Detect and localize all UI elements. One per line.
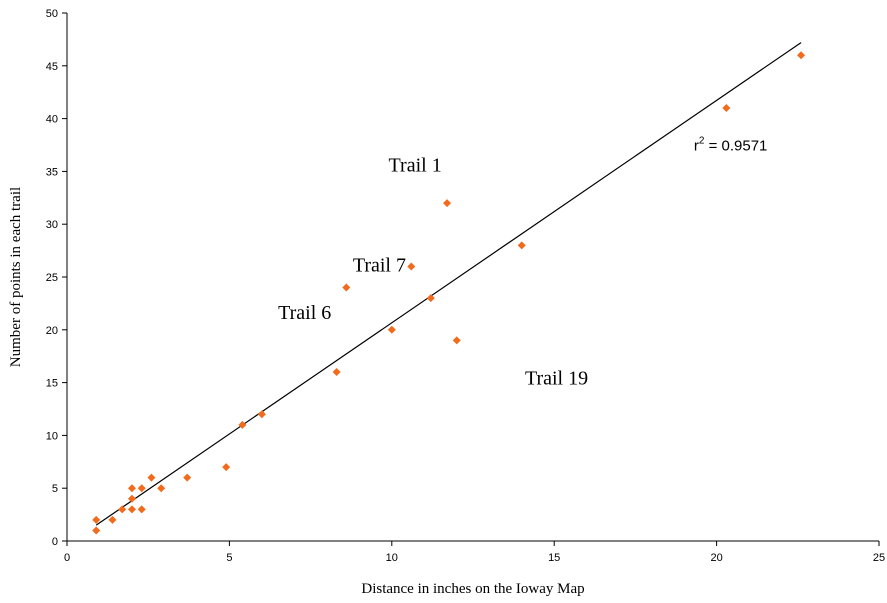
- x-tick-label: 20: [710, 552, 722, 564]
- data-point: [342, 283, 351, 292]
- x-tick-label: 0: [64, 552, 70, 564]
- x-ticks: 0 5 10 15 20 25: [64, 541, 885, 564]
- y-tick-label: 0: [52, 536, 58, 548]
- y-tick-label: 50: [46, 8, 58, 20]
- y-ticks: 0 5 10 15 20 25 30 35 40 45 50: [46, 8, 67, 548]
- y-tick-label: 30: [46, 219, 58, 231]
- data-point: [407, 262, 416, 271]
- data-points: [92, 51, 806, 535]
- data-point: [118, 505, 127, 514]
- y-tick-label: 25: [46, 272, 58, 284]
- data-point: [517, 241, 526, 250]
- data-point: [238, 420, 247, 429]
- y-tick-label: 20: [46, 325, 58, 337]
- y-axis-title: Number of points in each trail: [8, 187, 24, 367]
- trail-annotation: Trail 6: [278, 302, 331, 324]
- data-point: [137, 505, 146, 514]
- axes: 0 5 10 15 20 25 0 5 10 15 20 25 30 35 40 45 50: [46, 8, 885, 564]
- data-point: [387, 325, 396, 334]
- trail-annotation: Trail 1: [389, 154, 442, 176]
- r-squared-exponent: 2: [699, 135, 705, 146]
- r-squared-value: = 0.9571: [704, 137, 767, 154]
- x-tick-label: 15: [548, 552, 560, 564]
- y-tick-label: 5: [52, 483, 58, 495]
- data-point: [127, 494, 136, 503]
- x-tick-label: 25: [873, 552, 885, 564]
- data-point: [332, 368, 341, 377]
- trail-annotation: Trail 7: [353, 255, 406, 277]
- data-point: [426, 294, 435, 303]
- data-point: [183, 473, 192, 482]
- y-tick-label: 10: [46, 430, 58, 442]
- data-point: [147, 473, 156, 482]
- data-point: [443, 199, 452, 208]
- trendline: [95, 42, 802, 526]
- y-tick-label: 15: [46, 378, 58, 390]
- data-point: [108, 515, 117, 524]
- data-point: [797, 51, 806, 60]
- data-point: [222, 463, 231, 472]
- x-tick-label: 10: [386, 552, 398, 564]
- data-point: [127, 505, 136, 514]
- data-point: [157, 484, 166, 493]
- x-tick-label: 5: [226, 552, 232, 564]
- y-tick-label: 35: [46, 166, 58, 178]
- data-point: [127, 484, 136, 493]
- trail-annotation: Trail 19: [525, 368, 588, 390]
- y-tick-label: 40: [46, 114, 58, 126]
- r-squared-prefix: r: [694, 137, 699, 154]
- data-point: [92, 515, 101, 524]
- data-point: [137, 484, 146, 493]
- y-tick-label: 45: [46, 61, 58, 73]
- data-point: [722, 104, 731, 113]
- data-point: [257, 410, 266, 419]
- data-point: [452, 336, 461, 345]
- data-point: [92, 526, 101, 535]
- r-squared-label: r2 = 0.9571: [694, 135, 768, 154]
- x-axis-title: Distance in inches on the Ioway Map: [361, 581, 584, 597]
- annotations: Trail 1 Trail 7 Trail 6 Trail 19: [278, 154, 588, 389]
